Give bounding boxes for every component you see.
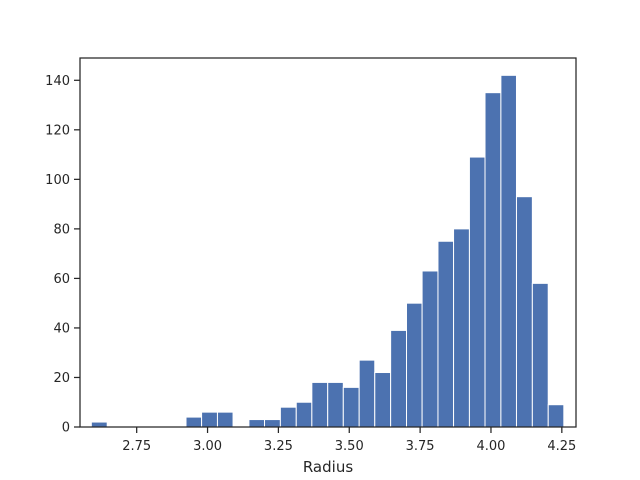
plot-frame (79, 57, 577, 428)
histogram-bar (358, 359, 376, 428)
x-tick-label: 3.25 (264, 439, 293, 454)
histogram-bar (295, 401, 313, 428)
y-tick-label: 40 (53, 321, 70, 336)
histogram-bar (547, 404, 565, 428)
histogram-bar (390, 329, 408, 428)
histogram-bar (90, 421, 108, 428)
histogram-bar (216, 411, 234, 428)
histogram-bar (453, 228, 470, 428)
histogram-bar (374, 372, 392, 428)
histogram-bar (500, 74, 517, 428)
y-tick-label: 20 (53, 371, 70, 386)
histogram-bar (342, 386, 360, 428)
histogram-bar (468, 156, 486, 428)
y-tick-label: 80 (53, 222, 70, 237)
histogram-bar (406, 302, 423, 428)
y-axis: 0 20 40 60 80 100 120 140 (45, 74, 80, 436)
y-tick-label: 60 (53, 272, 70, 287)
histogram-bar (248, 419, 266, 428)
histogram-bar (327, 381, 344, 428)
histogram-bar (185, 416, 203, 428)
histogram-bar (515, 196, 533, 428)
y-tick-label: 0 (62, 421, 70, 436)
histogram-bar (311, 381, 329, 428)
histogram-bar (264, 419, 281, 428)
x-axis: 2.75 3.00 3.25 3.50 3.75 4.00 4.25 (122, 427, 576, 454)
x-tick-label: 4.00 (476, 439, 505, 454)
x-tick-label: 3.00 (193, 439, 222, 454)
x-tick-label: 3.50 (335, 439, 364, 454)
bars-group (90, 74, 565, 428)
x-tick-label: 4.25 (547, 439, 576, 454)
histogram-bar (531, 282, 549, 428)
x-tick-label: 2.75 (122, 439, 151, 454)
histogram-bar (201, 411, 218, 428)
x-axis-label: Radius (303, 458, 353, 476)
histogram-bar (484, 92, 502, 428)
histogram-bar (279, 406, 297, 428)
x-tick-label: 3.75 (406, 439, 435, 454)
y-tick-label: 120 (45, 123, 70, 138)
histogram-bar (421, 270, 439, 428)
y-tick-label: 100 (45, 173, 70, 188)
y-tick-label: 140 (45, 74, 70, 89)
histogram-bar (437, 240, 455, 428)
